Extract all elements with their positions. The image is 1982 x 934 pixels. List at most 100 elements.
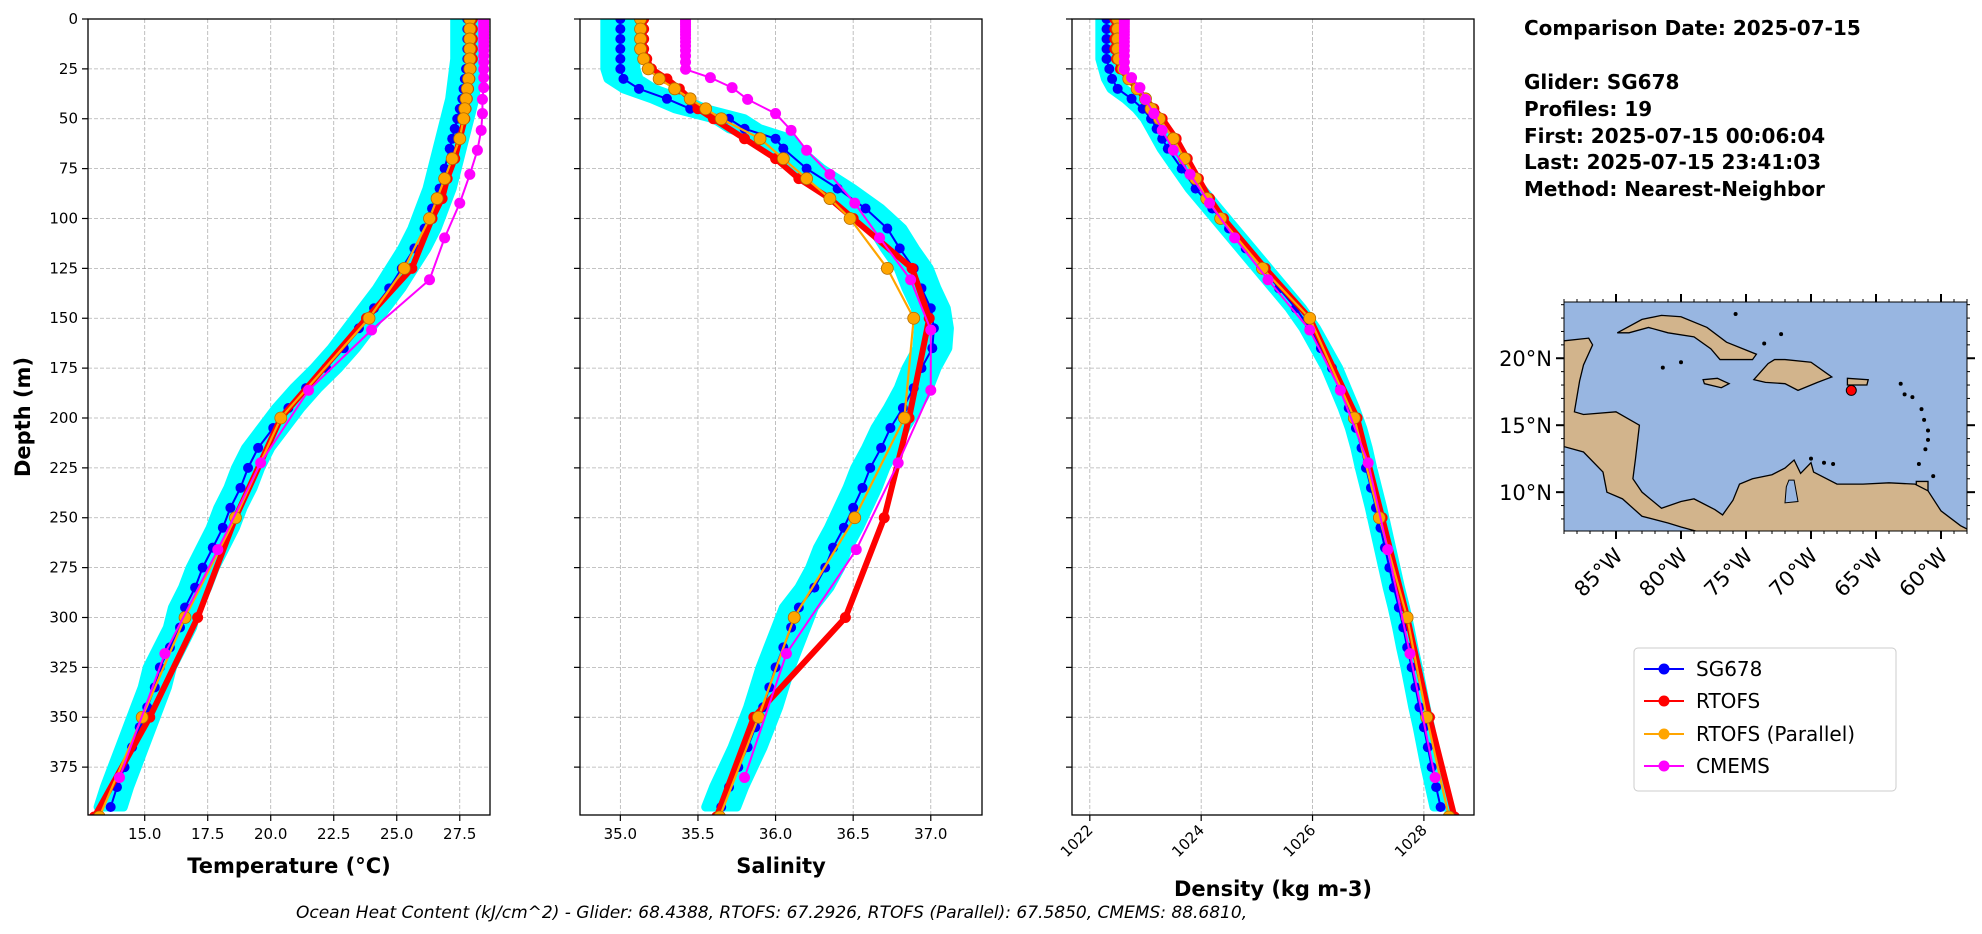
- glider-salinity-point: [778, 143, 789, 154]
- info-line: Profiles: 19: [1524, 97, 1652, 121]
- cmems-density-point: [1229, 232, 1241, 244]
- info-line: Method: Nearest-Neighbor: [1524, 177, 1825, 201]
- small-island: [1926, 437, 1930, 442]
- glider-salinity-point: [882, 223, 893, 234]
- small-island: [1926, 428, 1930, 433]
- legend-label: RTOFS: [1696, 689, 1760, 713]
- x-tick-label: 35.5: [681, 825, 714, 843]
- cmems-temperature-point: [366, 324, 378, 336]
- rtofs_parallel-salinity-point: [753, 132, 767, 146]
- info-line: First: 2025-07-15 00:06:04: [1524, 124, 1825, 148]
- glider-salinity-point: [615, 63, 626, 74]
- cmems-density-point: [1304, 324, 1316, 336]
- cmems-density-point: [1362, 457, 1374, 469]
- rtofs_parallel-density-point: [1400, 611, 1414, 624]
- x-tick-label: 37.0: [914, 825, 947, 843]
- glider-salinity-point: [801, 163, 812, 174]
- rtofs_parallel-temperature-point: [362, 311, 376, 325]
- glider-salinity-point: [615, 33, 626, 44]
- cmems-temperature-point: [478, 72, 490, 84]
- small-island: [1898, 381, 1903, 386]
- glider-density-point: [1101, 53, 1112, 64]
- small-island: [1679, 360, 1683, 365]
- rtofs_parallel-salinity-point: [800, 172, 814, 185]
- cmems-density-point: [1262, 274, 1274, 286]
- small-island: [1919, 407, 1924, 412]
- cmems-density-point: [1134, 82, 1146, 94]
- x-tick-label: 1022: [1057, 821, 1097, 861]
- cmems-salinity-point: [780, 648, 792, 660]
- land-cuba: [1616, 314, 1758, 361]
- cmems-temperature-point: [476, 93, 488, 105]
- map-lon-label: 60°W: [1895, 543, 1953, 601]
- map-lon-label: 75°W: [1700, 543, 1758, 601]
- glider-salinity-point: [865, 462, 876, 473]
- y-tick-label: 75: [59, 160, 78, 178]
- cmems-temperature-point: [255, 457, 267, 469]
- rtofs-salinity-point: [878, 512, 890, 524]
- rtofs_parallel-salinity-point: [843, 212, 857, 225]
- glider-salinity-point: [876, 442, 887, 453]
- x-tick-label: 25.0: [380, 825, 413, 843]
- cmems-temperature-point: [114, 771, 126, 783]
- cmems-salinity-point: [680, 63, 692, 75]
- cmems-density-point: [1118, 63, 1130, 75]
- small-island: [1762, 341, 1767, 346]
- glider-density-point: [1126, 93, 1137, 104]
- small-island: [1733, 312, 1738, 317]
- legend-marker: [1658, 760, 1670, 772]
- cmems-density-point: [1184, 168, 1196, 180]
- glider-temperature-point: [253, 442, 264, 453]
- glider-density-point: [1104, 63, 1115, 74]
- small-island: [1916, 462, 1921, 467]
- plot-area-density: [1095, 19, 1460, 815]
- glider-temperature-point: [217, 522, 228, 533]
- map-lat-label: 15°N: [1499, 414, 1552, 438]
- rtofs_parallel-temperature-point: [397, 261, 411, 275]
- glider-density-point: [1101, 19, 1112, 24]
- legend: SG678 RTOFS RTOFS (Parallel) CMEMS: [1633, 647, 1897, 792]
- glider-temperature-point: [243, 462, 254, 473]
- cmems-temperature-point: [439, 232, 451, 244]
- info-text-block: Comparison Date: 2025-07-15 Glider: SG678…: [1524, 16, 1861, 201]
- rtofs_parallel-salinity-point: [699, 102, 713, 116]
- small-island: [1822, 460, 1826, 465]
- rtofs_parallel-salinity-point: [787, 611, 801, 624]
- x-tick-label: 17.5: [191, 825, 224, 843]
- rtofs_parallel-salinity-point: [880, 261, 894, 275]
- y-tick-label: 125: [49, 259, 78, 277]
- y-tick-label: 300: [49, 608, 78, 626]
- small-island: [1831, 462, 1836, 467]
- rtofs_parallel-salinity-point: [652, 72, 666, 86]
- y-tick-label: 375: [49, 758, 78, 776]
- profile-panels: 0 25 50 75 100 125 150 175 200 225 250 275 300 325 350…: [11, 10, 1475, 901]
- rtofs_parallel-temperature-point: [453, 132, 467, 146]
- rtofs_parallel-salinity-point: [776, 152, 790, 166]
- glider-salinity-point: [894, 243, 905, 254]
- cmems-salinity-point: [824, 168, 836, 180]
- glider-density-point: [1112, 83, 1123, 94]
- rtofs_parallel-temperature-point: [274, 411, 288, 425]
- glider-density-point: [1107, 73, 1118, 84]
- glider-salinity-point: [927, 343, 938, 354]
- x-tick-label: 15.0: [128, 825, 161, 843]
- map-lat-label: 20°N: [1499, 347, 1552, 371]
- rtofs-salinity-point: [839, 611, 851, 623]
- x-tick-label: 20.0: [254, 825, 287, 843]
- land-jamaica: [1702, 377, 1731, 389]
- ocean-heat-content-footer: Ocean Heat Content (kJ/cm^2) - Glider: 6…: [296, 903, 1247, 923]
- map-lon-label: 85°W: [1570, 543, 1628, 601]
- axes-frame: [87, 18, 491, 816]
- cmems-salinity-point: [925, 384, 937, 396]
- cmems-density-point: [1167, 144, 1179, 156]
- plot-area-temperature: [89, 19, 490, 815]
- cmems-salinity-point: [726, 82, 738, 94]
- x-tick-label: 1026: [1280, 821, 1320, 861]
- cmems-salinity-point: [925, 324, 937, 336]
- map-frame: [1563, 301, 1968, 532]
- small-island: [1902, 392, 1907, 397]
- glider-salinity-point: [885, 422, 896, 433]
- small-island: [1931, 474, 1936, 479]
- land-hispaniola: [1752, 358, 1834, 392]
- rtofs_parallel-temperature-point: [438, 172, 452, 185]
